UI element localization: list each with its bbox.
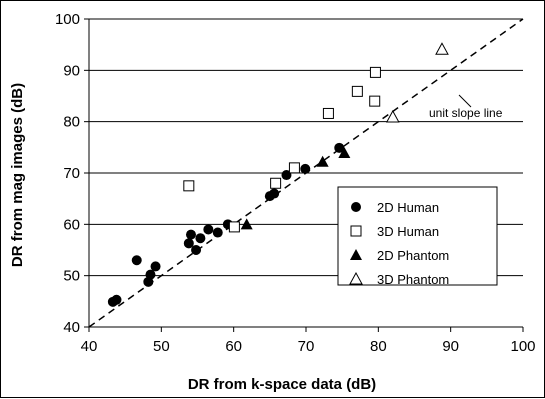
2d-human-point — [183, 238, 194, 249]
axes — [84, 18, 524, 332]
3d-phantom-point — [385, 110, 400, 123]
x-tick-label: 40 — [81, 338, 98, 355]
data-points — [107, 42, 449, 307]
3d-human-point — [270, 177, 282, 189]
annotation-pointer-line — [458, 94, 472, 108]
3d-human-point — [369, 95, 381, 107]
2d-human-point — [203, 224, 214, 235]
legend-box — [337, 186, 498, 286]
x-tick-label: 100 — [510, 338, 535, 355]
2d-human-point — [111, 294, 122, 305]
unit-slope-line-label: unit slope line — [429, 106, 503, 120]
legend-label-2d-phantom: 2D Phantom — [377, 248, 449, 263]
2d-human-point — [269, 188, 280, 199]
legend-label-3d-phantom: 3D Phantom — [377, 272, 449, 287]
2d-human-point — [131, 255, 142, 266]
legend: 2D Human 3D Human 2D Phantom 3D Phantom — [337, 186, 498, 287]
legend-label-3d-human: 3D Human — [377, 224, 439, 239]
2d-phantom-point — [316, 155, 329, 167]
y-tick-label: 70 — [63, 165, 80, 182]
y-tick-label: 90 — [63, 62, 80, 79]
3d-human-point — [369, 66, 381, 78]
2d-human-point — [191, 245, 202, 255]
2d-human-point — [195, 233, 206, 244]
2d-human-point — [334, 142, 345, 153]
x-axis-title: DR from k-space data (dB) — [188, 376, 376, 393]
legend-marker-3d-human — [350, 225, 362, 237]
y-tick-label: 60 — [63, 216, 80, 233]
y-tick-label: 50 — [63, 268, 80, 285]
legend-label-2d-human: 2D Human — [377, 200, 439, 215]
3d-human-point — [183, 180, 195, 192]
y-tick-label: 100 — [55, 11, 80, 28]
y-tick-label: 80 — [63, 114, 80, 131]
x-tick-label: 80 — [370, 338, 387, 355]
y-tick-label: 40 — [63, 319, 80, 336]
3d-human-point — [322, 107, 334, 119]
x-tick-label: 50 — [153, 338, 170, 355]
3d-human-point — [288, 162, 300, 174]
x-tick-label: 90 — [442, 338, 459, 355]
x-tick-label: 70 — [298, 338, 315, 355]
legend-marker-2d-phantom — [350, 249, 362, 260]
legend-marker-2d-human — [351, 202, 361, 212]
3d-phantom-point — [435, 42, 449, 55]
tick-labels: 40 50 60 70 80 90 100 40 50 60 70 80 90 100 — [55, 11, 536, 355]
y-axis-title: DR from mag images (dB) — [9, 83, 26, 267]
2d-human-point — [150, 261, 161, 272]
2d-human-point — [212, 227, 223, 238]
legend-marker-3d-phantom — [349, 271, 363, 285]
2d-phantom-point — [240, 218, 253, 230]
3d-human-point — [228, 221, 240, 233]
2d-human-point — [300, 163, 311, 174]
3d-human-point — [351, 85, 363, 97]
2d-phantom-point — [338, 146, 351, 158]
x-tick-label: 60 — [225, 338, 242, 355]
2d-human-point — [145, 269, 156, 280]
2d-human-point — [185, 229, 196, 240]
